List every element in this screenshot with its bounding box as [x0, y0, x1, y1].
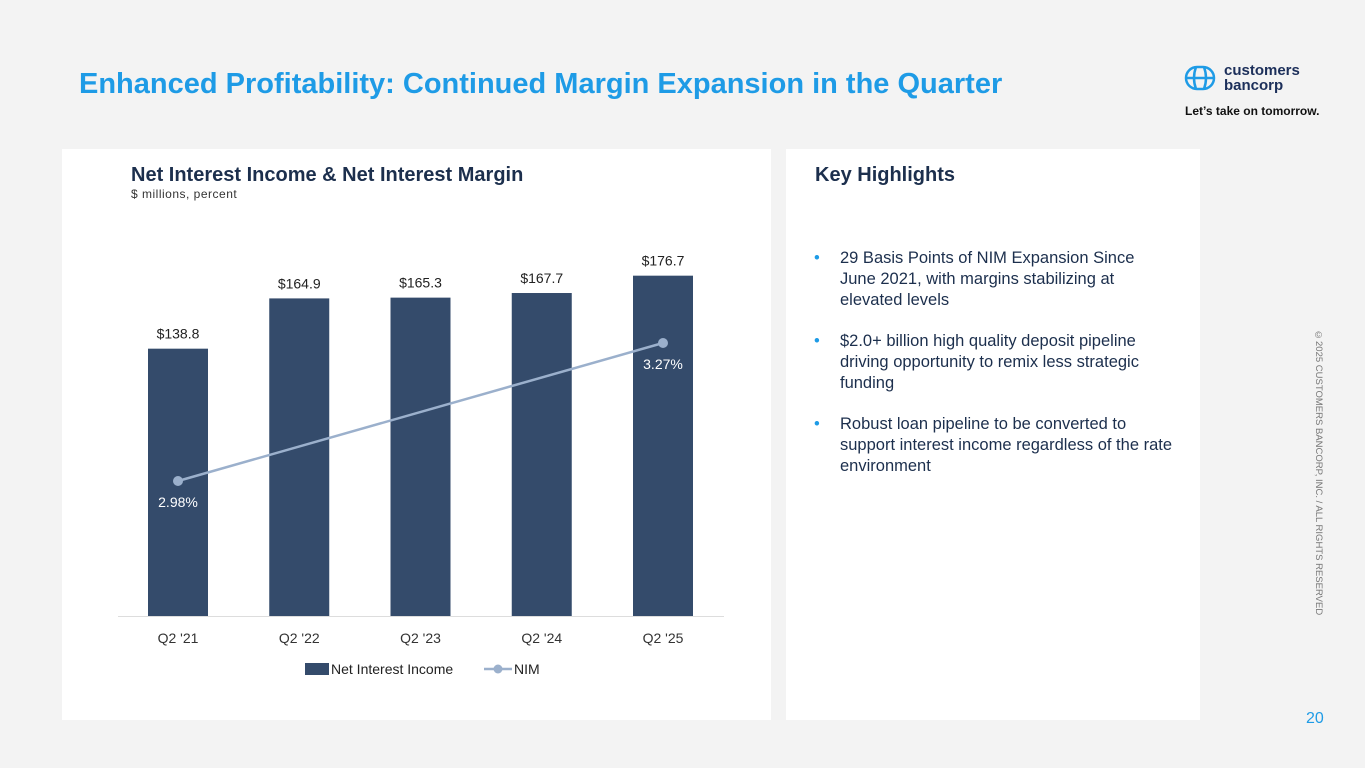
bar-net-interest-income: [633, 275, 693, 616]
logo-icon: [1184, 65, 1216, 91]
x-tick-label: Q2 '22: [279, 630, 320, 646]
bar-data-label: $176.7: [642, 253, 685, 269]
page-title: Enhanced Profitability: Continued Margin…: [79, 68, 1003, 100]
highlight-item: • Robust loan pipeline to be converted to…: [814, 415, 1173, 475]
bar-net-interest-income: [390, 297, 451, 616]
bar-data-label: $167.7: [520, 270, 563, 286]
copyright: ©2025 CUSTOMERS BANCORP, INC. / ALL RIGH…: [1313, 330, 1324, 616]
chart-title: Net Interest Income & Net Interest Margi…: [131, 164, 524, 186]
nim-data-label: 2.98%: [158, 494, 198, 510]
bar-data-label: $164.9: [278, 275, 321, 291]
nim-data-label: 3.27%: [643, 356, 683, 372]
highlight-item: • 29 Basis Points of NIM Expansion Since …: [814, 249, 1135, 309]
x-tick-label: Q2 '25: [643, 630, 684, 646]
chart-subtitle: $ millions, percent: [131, 187, 238, 201]
highlights-title: Key Highlights: [815, 164, 956, 186]
highlight-text: $2.0+ billion high quality deposit pipel…: [840, 332, 1139, 392]
logo-line1: customers: [1224, 62, 1300, 79]
highlights-list: • 29 Basis Points of NIM Expansion Since …: [814, 248, 1174, 497]
x-tick-label: Q2 '23: [400, 630, 441, 646]
highlight-text: 29 Basis Points of NIM Expansion Since J…: [840, 249, 1135, 309]
company-logo: customers bancorp: [1184, 63, 1300, 93]
bar-data-label: $138.8: [157, 326, 200, 342]
bar-net-interest-income: [511, 293, 572, 616]
x-tick-label: Q2 '21: [158, 630, 199, 646]
highlight-text: Robust loan pipeline to be converted to …: [840, 415, 1173, 475]
legend-label: NIM: [514, 661, 540, 677]
nim-point: [658, 338, 668, 348]
legend-label: Net Interest Income: [331, 661, 453, 677]
highlights-card: [786, 149, 1200, 720]
nim-line: [177, 341, 664, 483]
page-number: 20: [1306, 710, 1324, 727]
legend-marker-nim: [493, 664, 503, 674]
logo-line2: bancorp: [1224, 77, 1284, 94]
bar-data-label: $165.3: [399, 275, 442, 291]
tagline: Let’s take on tomorrow.: [1185, 104, 1320, 118]
legend-swatch-net-interest-income: [305, 663, 329, 675]
nim-point: [173, 476, 183, 486]
bar-net-interest-income: [269, 298, 330, 616]
x-tick-label: Q2 '24: [521, 630, 562, 646]
highlight-item: • $2.0+ billion high quality deposit pipe…: [814, 332, 1139, 392]
